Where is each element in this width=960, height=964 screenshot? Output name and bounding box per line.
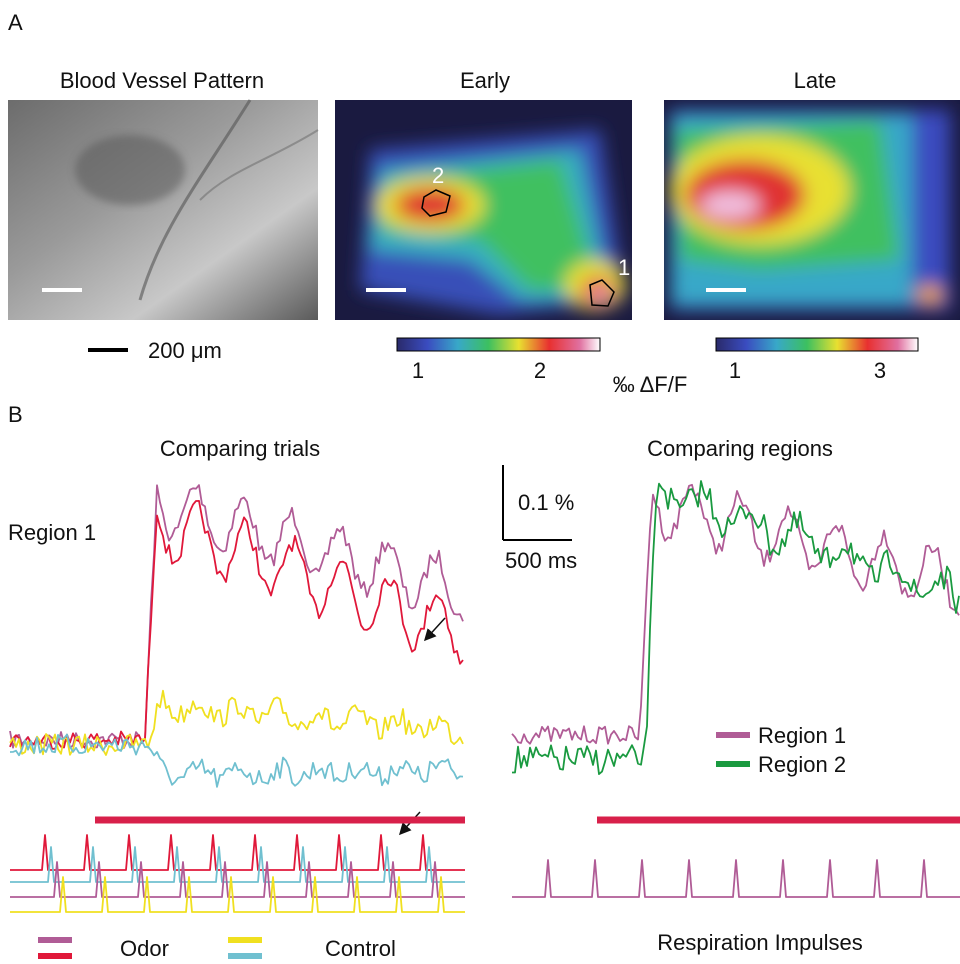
trace: [10, 735, 463, 787]
legend-label: Odor: [120, 936, 169, 961]
panel-title: Comparing trials: [160, 436, 320, 461]
colorbar-unit: ‰ ΔF/F: [613, 372, 688, 397]
image-title: Late: [794, 68, 837, 93]
scale-x-label: 500 ms: [505, 548, 577, 573]
vessel-image: [8, 100, 318, 320]
colorbar-tick: 2: [534, 358, 546, 383]
panel-title: Comparing regions: [647, 436, 833, 461]
row-label: Region 1: [8, 520, 96, 545]
colorbar: [716, 338, 918, 351]
trace: [512, 485, 959, 744]
scale-bar-label: 200 μm: [148, 338, 222, 363]
roi-label: 1: [618, 255, 630, 280]
respiration-trace: [10, 862, 465, 897]
panel-label: A: [8, 10, 23, 35]
trace: [512, 481, 959, 774]
colorbar-tick: 1: [412, 358, 424, 383]
colorbar-tick: 1: [729, 358, 741, 383]
respiration-label: Respiration Impulses: [657, 930, 862, 955]
image-title: Blood Vessel Pattern: [60, 68, 264, 93]
respiration-trace: [10, 847, 465, 882]
image-title: Early: [460, 68, 510, 93]
scale-y-label: 0.1 %: [518, 490, 574, 515]
colorbar-tick: 3: [874, 358, 886, 383]
arrow: [425, 618, 445, 640]
colorbar: [397, 338, 600, 351]
respiration-trace: [10, 835, 465, 870]
legend-label: Region 2: [758, 752, 846, 777]
late-map: [664, 100, 960, 320]
traces: [10, 481, 960, 912]
figure: A Blood Vessel Pattern Early Late 2 1: [0, 0, 960, 964]
roi-label: 2: [432, 163, 444, 188]
respiration-trace: [512, 860, 960, 897]
panel-label: B: [8, 402, 23, 427]
early-map: [335, 100, 632, 320]
legend-label: Region 1: [758, 723, 846, 748]
legend-label: Control: [325, 936, 396, 961]
trace: [10, 691, 463, 755]
